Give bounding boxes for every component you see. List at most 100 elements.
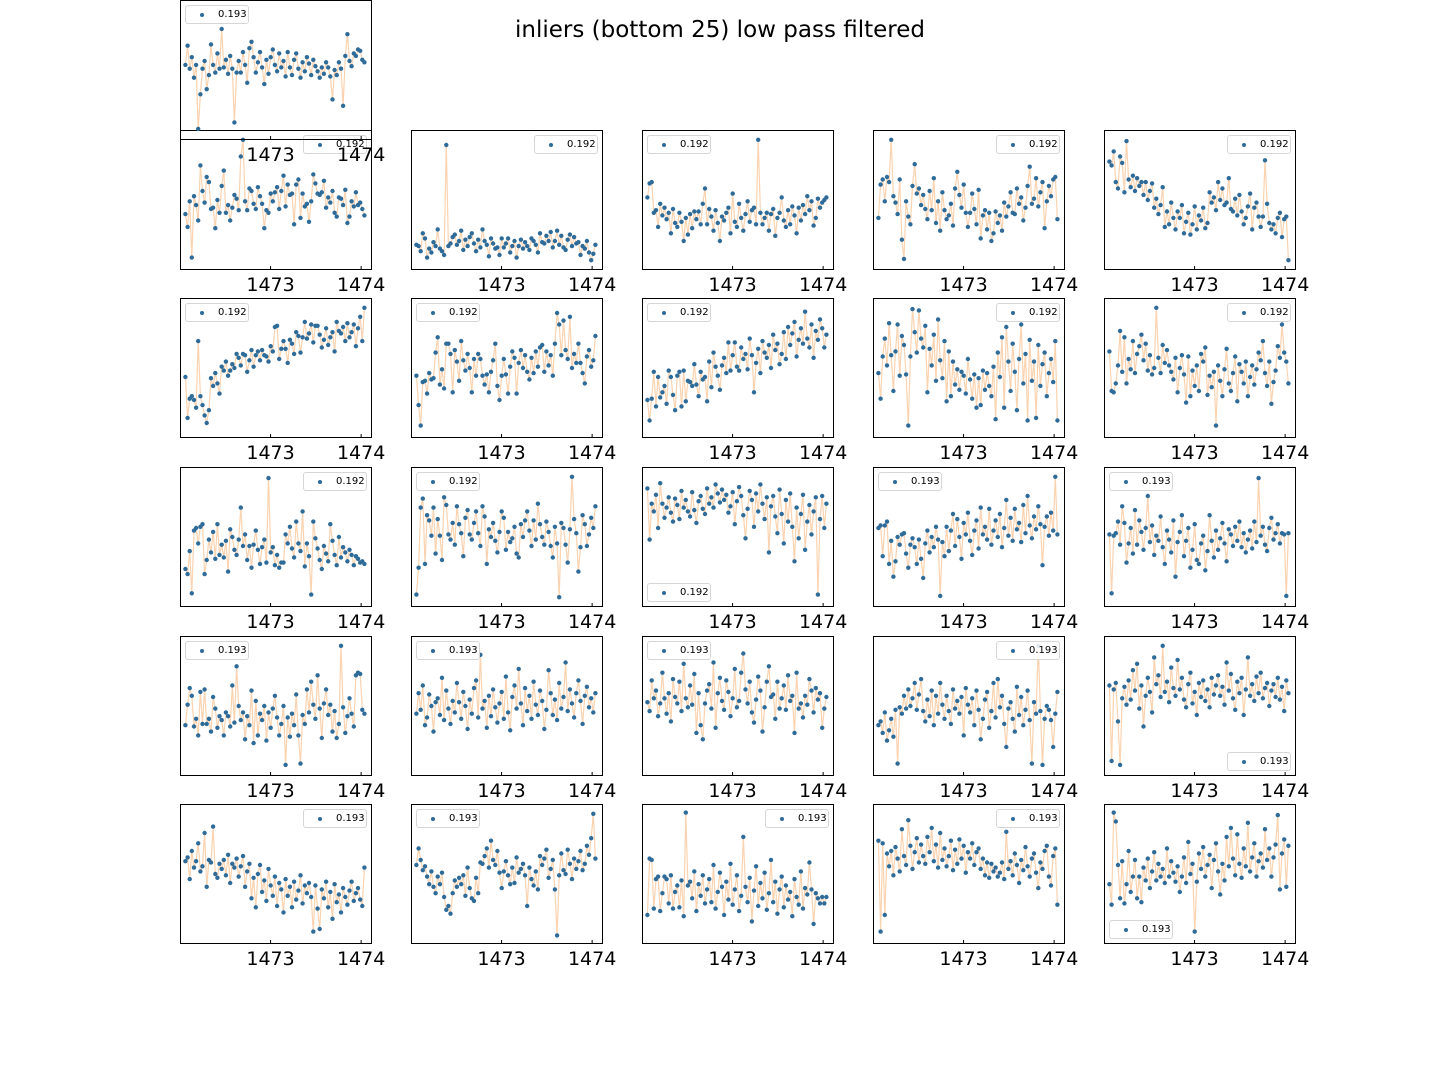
data-point-24 [463,893,468,898]
x-tick-label: 1473 [477,611,526,633]
data-point-66 [1245,655,1251,660]
legend: 0.192 [647,135,711,154]
data-point-51 [520,365,526,371]
data-point-4 [882,523,887,528]
data-point-40 [728,504,733,509]
data-point-70 [561,694,566,700]
data-point-32 [480,504,485,509]
data-point-63 [1008,700,1013,705]
data-point-81 [1277,210,1283,215]
data-point-8 [429,250,434,255]
data-point-73 [798,869,804,874]
data-point-46 [510,694,515,700]
data-point-21 [225,373,231,378]
data-point-36 [257,194,263,199]
data-point-19 [914,561,919,567]
data-point-68 [788,222,793,227]
data-point-78 [809,887,814,892]
data-point-24 [463,515,468,520]
data-point-2 [185,571,190,577]
data-point-43 [1196,561,1202,567]
data-point-17 [217,391,222,396]
data-point-74 [338,555,344,560]
data-point-56 [993,865,998,870]
legend: 0.193 [765,809,829,828]
data-point-55 [298,75,303,80]
data-point-24 [925,697,930,702]
data-point-45 [739,670,744,675]
data-point-60 [1002,525,1007,531]
data-point-80 [582,861,587,866]
data-point-40 [266,359,271,364]
subplot-23: 1473 1474 0.193 [642,804,847,970]
subplot-9: 1473 1474 0.192 [873,298,1078,464]
data-point-49 [285,893,290,898]
data-point-19 [914,707,919,712]
data-point-21 [687,879,693,884]
data-point-19 [221,555,226,560]
data-point-37 [721,707,727,712]
data-point-73 [798,701,804,706]
data-point-75 [1033,870,1039,875]
data-point-16 [677,905,682,910]
data-point-16 [677,516,682,522]
data-point-26 [236,874,241,879]
data-point-32 [480,227,485,232]
data-point-47 [743,536,748,541]
data-point-37 [721,355,727,360]
data-point-16 [1139,332,1144,337]
data-point-18 [681,238,686,244]
data-point-65 [550,857,555,863]
data-point-59 [768,857,774,863]
data-point-18 [1143,341,1148,346]
data-point-63 [315,323,320,328]
data-point-56 [762,870,767,875]
data-point-51 [751,888,757,893]
data-point-35 [1179,353,1185,358]
data-point-19 [1145,675,1150,680]
data-point-46 [741,651,746,656]
data-point-68 [557,595,562,600]
data-point-33 [944,399,949,404]
data-point-38 [262,81,267,87]
data-point-80 [351,898,356,904]
data-point-84 [360,338,365,344]
axes-frame [411,467,603,607]
data-point-72 [1027,164,1032,169]
x-tick-label: 1473 [477,274,526,296]
data-point-32 [942,846,947,851]
data-point-27 [1162,689,1167,695]
data-point-30 [245,80,250,86]
data-point-76 [805,194,810,199]
data-point-78 [1040,762,1045,768]
data-point-51 [982,387,988,392]
data-point-17 [217,66,222,71]
data-point-25 [234,552,239,558]
data-point-83 [1051,853,1056,859]
data-point-27 [700,201,705,206]
data-point-70 [792,876,797,882]
data-point-58 [304,891,310,896]
data-point-73 [1260,696,1266,701]
data-point-15 [675,502,680,508]
data-point-64 [1241,846,1246,851]
data-point-8 [429,703,434,709]
data-point-29 [704,887,710,892]
data-point-59 [1230,543,1236,549]
legend-marker [893,480,897,484]
data-point-65 [550,712,555,718]
data-point-85 [824,195,829,200]
data-point-62 [1006,359,1011,364]
data-point-45 [277,733,282,738]
data-point-71 [332,67,337,73]
data-point-22 [1152,365,1157,371]
data-point-71 [332,349,337,354]
legend-label: 0.192 [449,307,478,318]
data-point-60 [771,900,776,905]
data-point-71 [1256,214,1261,219]
data-point-2 [416,243,421,249]
data-point-68 [1250,682,1255,687]
x-tick-label: 1474 [798,611,848,633]
data-point-43 [1196,213,1202,218]
data-point-28 [1164,846,1170,851]
